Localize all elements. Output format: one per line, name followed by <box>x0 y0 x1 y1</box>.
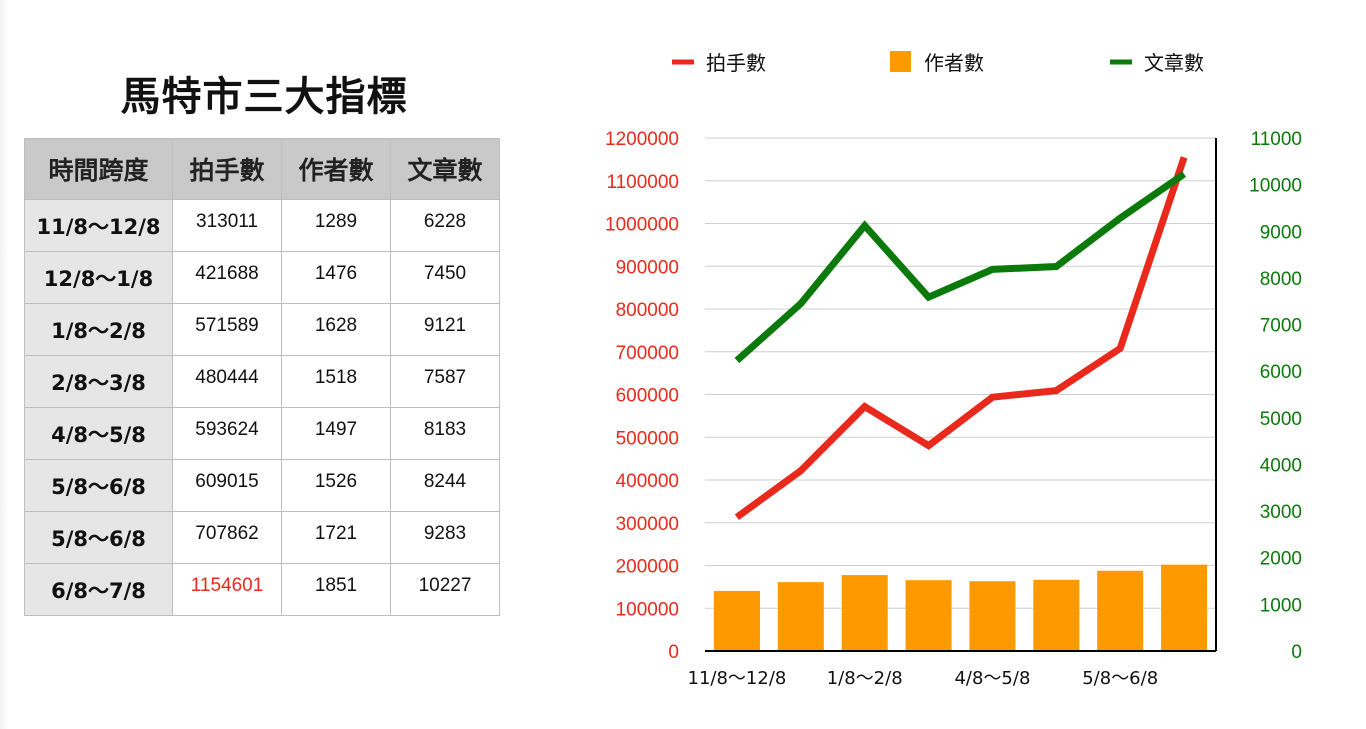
left-axis-tick-label: 900000 <box>616 257 679 278</box>
table-row: 1/8～2/8 571589 1628 9121 <box>24 303 500 356</box>
cell-claps: 571589 <box>172 303 282 356</box>
cell-articles: 7587 <box>390 355 500 408</box>
left-axis-tick-label: 200000 <box>616 557 679 578</box>
table-row: 12/8～1/8 421688 1476 7450 <box>24 251 500 304</box>
right-axis-tick-label: 7000 <box>1260 316 1302 337</box>
cell-period: 5/8～6/8 <box>24 459 173 512</box>
header-authors: 作者數 <box>281 138 391 200</box>
bar-authors <box>777 582 824 651</box>
cell-period: 11/8～12/8 <box>24 199 173 252</box>
right-axis-tick-label: 6000 <box>1260 362 1302 383</box>
right-axis-tick-label: 8000 <box>1260 269 1302 290</box>
right-axis-tick-label: 2000 <box>1260 549 1302 570</box>
right-axis-tick-label: 10000 <box>1249 176 1302 197</box>
cell-articles: 8183 <box>390 407 500 460</box>
metrics-table: 時間跨度 拍手數 作者數 文章數 11/8～12/8 313011 1289 6… <box>24 138 500 616</box>
bar-authors <box>841 575 888 651</box>
table-row: 11/8～12/8 313011 1289 6228 <box>24 199 500 252</box>
cell-articles: 9121 <box>390 303 500 356</box>
cell-period: 2/8～3/8 <box>24 355 173 408</box>
cell-authors: 1497 <box>281 407 391 460</box>
right-axis-tick-label: 0 <box>1291 642 1302 663</box>
legend-swatch-authors <box>890 51 911 72</box>
cell-articles: 6228 <box>390 199 500 252</box>
bar-authors <box>969 581 1016 651</box>
bar-authors <box>1033 579 1080 651</box>
right-axis-tick-label: 9000 <box>1260 222 1302 243</box>
left-axis-tick-label: 800000 <box>616 300 679 321</box>
legend-label: 文章數 <box>1144 51 1204 75</box>
left-axis-tick-label: 1100000 <box>606 172 679 193</box>
cell-articles: 8244 <box>390 459 500 512</box>
right-axis-tick-label: 11000 <box>1251 129 1302 150</box>
right-axis-tick-label: 4000 <box>1260 455 1302 476</box>
x-axis-tick-label: 4/8～5/8 <box>954 668 1030 689</box>
cell-authors: 1518 <box>281 355 391 408</box>
cell-period: 1/8～2/8 <box>24 303 173 356</box>
header-articles: 文章數 <box>390 138 500 200</box>
left-axis-tick-label: 500000 <box>616 428 679 449</box>
x-axis-tick-label: 11/8～12/8 <box>688 668 787 689</box>
cell-articles: 7450 <box>390 251 500 304</box>
x-axis-tick-label: 1/8～2/8 <box>827 668 903 689</box>
line-articles <box>734 171 1187 364</box>
left-axis-tick-label: 1200000 <box>605 129 679 150</box>
legend-label: 拍手數 <box>706 51 766 75</box>
legend-label: 作者數 <box>924 51 984 75</box>
cell-articles: 9283 <box>390 511 500 564</box>
bar-authors <box>713 590 760 651</box>
bar-authors <box>1161 564 1208 651</box>
left-axis-tick-label: 700000 <box>616 343 679 364</box>
cell-authors: 1628 <box>281 303 391 356</box>
right-axis-tick-label: 3000 <box>1260 502 1302 523</box>
page-edge-shadow <box>0 0 8 729</box>
cell-authors: 1721 <box>281 511 391 564</box>
cell-period: 4/8～5/8 <box>24 407 173 460</box>
table-header-row: 時間跨度 拍手數 作者數 文章數 <box>24 138 500 200</box>
x-axis-tick-label: 5/8～6/8 <box>1082 668 1158 689</box>
slide-title: 馬特市三大指標 <box>120 74 408 120</box>
cell-period: 5/8～6/8 <box>24 511 173 564</box>
left-axis-tick-label: 1000000 <box>605 215 679 236</box>
header-period: 時間跨度 <box>24 138 173 200</box>
cell-articles: 10227 <box>390 563 500 616</box>
left-axis-tick-label: 0 <box>668 642 679 663</box>
left-axis-tick-label: 300000 <box>616 514 679 535</box>
cell-authors: 1526 <box>281 459 391 512</box>
table-row: 5/8～6/8 707862 1721 9283 <box>24 511 500 564</box>
table-row: 6/8～7/8 1154601 1851 10227 <box>24 563 500 616</box>
table-row: 4/8～5/8 593624 1497 8183 <box>24 407 500 460</box>
cell-authors: 1476 <box>281 251 391 304</box>
left-axis-tick-label: 100000 <box>616 599 679 620</box>
right-axis-tick-label: 1000 <box>1260 595 1302 616</box>
cell-authors: 1289 <box>281 199 391 252</box>
bar-authors <box>905 580 952 651</box>
left-axis-tick-label: 400000 <box>616 471 679 492</box>
right-axis-tick-label: 5000 <box>1260 409 1302 430</box>
cell-claps: 313011 <box>172 199 282 252</box>
left-axis-tick-label: 600000 <box>616 386 679 407</box>
bar-authors <box>1097 570 1144 651</box>
line-claps <box>734 156 1188 521</box>
cell-period: 6/8～7/8 <box>24 563 173 616</box>
